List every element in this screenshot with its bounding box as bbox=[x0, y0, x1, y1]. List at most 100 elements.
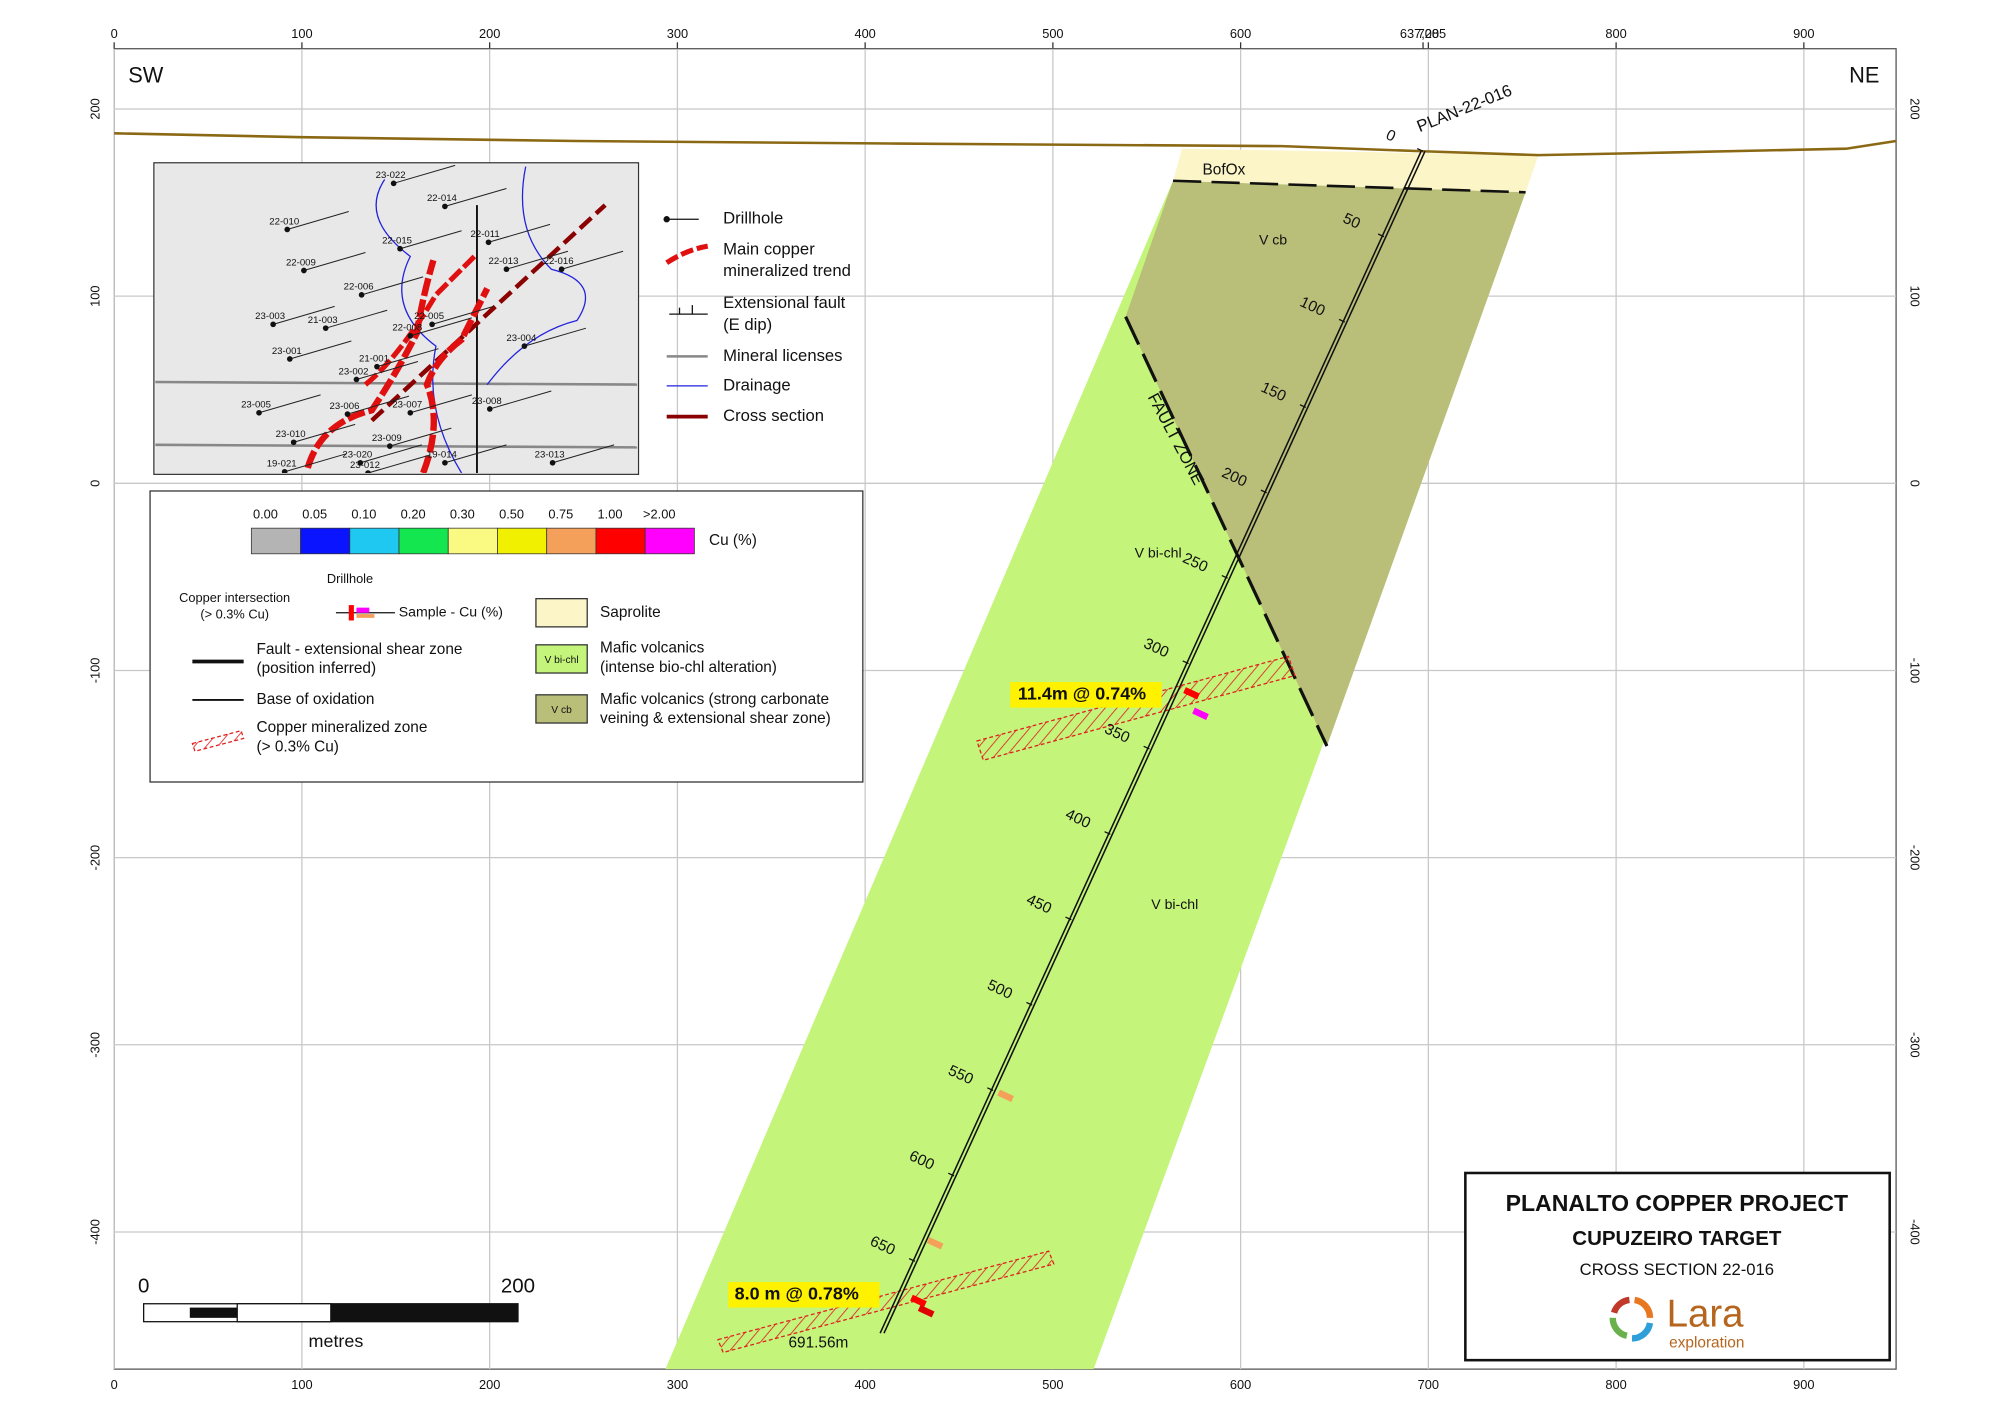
x-tick-label: 500 bbox=[1042, 26, 1063, 41]
intercept-label: 8.0 m @ 0.78% bbox=[735, 1284, 859, 1304]
cu-swatch bbox=[595, 527, 646, 555]
topography bbox=[114, 132, 1897, 157]
bofox-label: BofOx bbox=[1203, 162, 1246, 179]
saprolite-swatch bbox=[535, 598, 588, 628]
legend-label: Drillhole bbox=[723, 209, 783, 228]
inset-collar bbox=[486, 406, 493, 412]
depth-tick bbox=[1026, 1001, 1033, 1006]
inset-drillhole-trace bbox=[524, 327, 587, 347]
legend-label: (> 0.3% Cu) bbox=[200, 607, 269, 622]
inset-collar bbox=[290, 439, 297, 446]
inset-collar bbox=[358, 292, 365, 298]
x-tick-label: 400 bbox=[854, 26, 875, 41]
x-tick-label: 200 bbox=[479, 26, 500, 41]
inset-collar bbox=[344, 411, 351, 417]
inset-collar bbox=[429, 321, 435, 328]
vbichl-label: V bi-chl bbox=[1151, 896, 1198, 912]
vcb-swatch bbox=[535, 694, 588, 724]
inset-drillhole-label: 23-022 bbox=[376, 170, 406, 181]
logo-mark bbox=[1609, 1296, 1654, 1342]
inset-collar bbox=[256, 409, 262, 416]
vbichl-label: V bi-chl bbox=[1135, 545, 1182, 561]
x-tick-label: 900 bbox=[1793, 1377, 1814, 1392]
y-tick-label: 0 bbox=[1908, 480, 1923, 487]
geology bbox=[114, 132, 1897, 1370]
depth-tick bbox=[1338, 318, 1346, 323]
depth-tick bbox=[1182, 660, 1189, 665]
inset-drillhole-label: 23-007 bbox=[392, 400, 422, 411]
inset-drillhole-label: 23-008 bbox=[472, 396, 502, 407]
cu-break-label: 1.00 bbox=[598, 507, 623, 522]
inset-collar bbox=[281, 468, 288, 474]
cu-break-label: 0.05 bbox=[302, 507, 327, 522]
cu-break-label: 0.75 bbox=[548, 507, 573, 522]
depth-tick bbox=[1416, 148, 1424, 152]
inset-collar bbox=[521, 343, 528, 349]
inset-drillhole-trace bbox=[393, 164, 456, 184]
base-of-oxidation bbox=[1173, 179, 1526, 194]
inset-drillhole-label: 21-003 bbox=[308, 315, 338, 326]
cu-swatch bbox=[497, 527, 548, 555]
vcb-swatch-label: V cb bbox=[551, 705, 572, 716]
inset-drillhole-trace bbox=[444, 187, 507, 207]
x-tick-label: 100 bbox=[291, 1377, 312, 1392]
legend-label: Copper intersection bbox=[179, 590, 290, 605]
copper-zone-upper bbox=[976, 655, 1296, 761]
inset-drillhole-trace bbox=[325, 309, 388, 329]
inset-drillhole-label: 22-009 bbox=[286, 257, 316, 268]
cu-sample bbox=[926, 1237, 944, 1250]
x-tick-label: 700 bbox=[1418, 26, 1439, 41]
inset-collar bbox=[407, 333, 414, 339]
inset-drillhole-trace bbox=[389, 427, 452, 447]
cu-swatch bbox=[447, 527, 498, 555]
inset-drillhole-label: 23-012 bbox=[350, 460, 380, 471]
inset-drillhole-label: 22-013 bbox=[488, 256, 518, 267]
inset-drillhole-trace bbox=[367, 454, 430, 474]
cu-scale: 0.00 0.05 0.10 0.20 0.30 0.50 0.75 1.00 >2.00 bbox=[250, 507, 695, 555]
inset-drillhole-label: 19-014 bbox=[427, 450, 458, 461]
inset-drillhole-label: 23-002 bbox=[339, 366, 369, 377]
cu-break-label: 0.10 bbox=[351, 507, 376, 522]
inset-collar bbox=[390, 180, 397, 187]
project-title: PLANALTO COPPER PROJECT bbox=[1506, 1190, 1849, 1216]
title-block bbox=[1464, 1171, 1891, 1362]
depth-label: 50 bbox=[1340, 210, 1363, 233]
x-tick-label: 800 bbox=[1605, 26, 1626, 41]
y-tick-label: 100 bbox=[1908, 285, 1923, 306]
inset-drillhole-label: 22-008 bbox=[392, 323, 422, 334]
inset-drillhole-trace bbox=[376, 348, 439, 368]
x-tick-label: 300 bbox=[667, 1377, 688, 1392]
legend-label: Fault - extensional shear zone bbox=[256, 641, 462, 658]
depth-tick bbox=[1260, 489, 1267, 494]
y-tick-label: -300 bbox=[1908, 1032, 1923, 1058]
inset-collar bbox=[549, 459, 556, 466]
depth-tick bbox=[1104, 831, 1111, 835]
inset-collar bbox=[503, 266, 510, 273]
cu-break-label: 0.20 bbox=[401, 507, 426, 522]
drillhole bbox=[879, 148, 1426, 1334]
inset-collar bbox=[485, 239, 492, 246]
inset-drillhole-label: 23-005 bbox=[241, 400, 271, 411]
cu-sample bbox=[910, 1294, 927, 1308]
cu-swatch bbox=[398, 527, 449, 555]
cu-swatch bbox=[300, 527, 351, 555]
depth-tick bbox=[1143, 745, 1150, 750]
ne-label: NE bbox=[1849, 63, 1879, 88]
inset-drillhole-label: 23-010 bbox=[276, 429, 306, 440]
inset-collar bbox=[442, 459, 448, 466]
end-depth: 691.56m bbox=[788, 1335, 848, 1352]
inset-drillhole-trace bbox=[258, 394, 321, 414]
inset-collar bbox=[270, 321, 276, 328]
inset-drillhole-trace bbox=[360, 444, 422, 464]
depth-tick bbox=[947, 1172, 955, 1177]
legend-drillhole: Drillhole bbox=[327, 571, 373, 586]
x-tick-label: 500 bbox=[1042, 1377, 1063, 1392]
y-tick-label: -200 bbox=[88, 845, 103, 871]
zone-symbol bbox=[191, 729, 245, 753]
depth-tick bbox=[1299, 404, 1307, 409]
y-tick-label: 0 bbox=[88, 480, 103, 487]
scale-unit: metres bbox=[309, 1331, 364, 1351]
inset-collar bbox=[407, 409, 414, 416]
legend-label: Mineral licenses bbox=[723, 346, 842, 365]
